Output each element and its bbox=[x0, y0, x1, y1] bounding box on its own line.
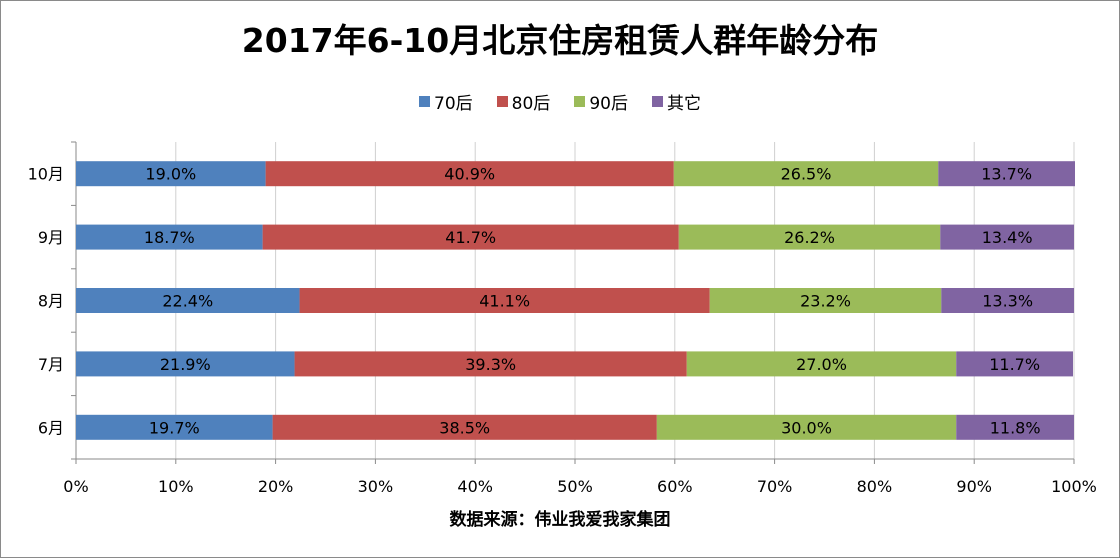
data-label: 13.7% bbox=[981, 165, 1032, 184]
x-tick-label: 30% bbox=[358, 477, 394, 496]
bar-segment bbox=[956, 351, 1074, 377]
chart-title: 2017年6-10月北京住房租赁人群年龄分布 bbox=[241, 21, 879, 60]
data-label: 26.2% bbox=[784, 228, 835, 247]
data-label: 11.7% bbox=[989, 355, 1040, 374]
y-category-label: 8月 bbox=[38, 292, 64, 311]
data-label: 23.2% bbox=[800, 292, 851, 311]
legend-swatch bbox=[496, 96, 508, 107]
legend-item: 70后 bbox=[419, 89, 473, 114]
bar-segment bbox=[299, 288, 710, 313]
bar-segment bbox=[956, 414, 1074, 440]
data-label: 11.8% bbox=[990, 418, 1041, 437]
bar-segment bbox=[76, 414, 273, 440]
bar-segment bbox=[656, 414, 957, 440]
y-category-label: 9月 bbox=[38, 228, 64, 247]
x-tick-label: 100% bbox=[1051, 477, 1097, 496]
legend-item: 80后 bbox=[496, 89, 551, 114]
legend-swatch bbox=[574, 96, 586, 107]
data-label: 41.1% bbox=[479, 292, 530, 311]
legend-label: 其它 bbox=[666, 94, 701, 114]
bar-segment bbox=[686, 351, 957, 377]
data-label: 41.7% bbox=[445, 228, 496, 247]
data-label: 18.7% bbox=[144, 228, 195, 247]
x-tick-label: 10% bbox=[158, 477, 194, 496]
bar-segment bbox=[265, 161, 674, 187]
legend-swatch bbox=[419, 96, 431, 107]
y-category-label: 10月 bbox=[28, 165, 64, 184]
bar-segment bbox=[709, 288, 942, 313]
data-label: 40.9% bbox=[444, 165, 495, 184]
bar-segment bbox=[938, 161, 1075, 187]
chart-legend: 70后 80后 90后 其它 bbox=[1, 89, 1119, 114]
data-label: 13.3% bbox=[982, 292, 1033, 311]
data-label: 30.0% bbox=[781, 418, 832, 437]
x-tick-label: 70% bbox=[757, 477, 793, 496]
data-label: 38.5% bbox=[439, 418, 490, 437]
bar-segment bbox=[941, 288, 1074, 313]
legend-label: 70后 bbox=[434, 94, 473, 114]
data-label: 19.0% bbox=[145, 165, 196, 184]
bar-segment bbox=[673, 161, 939, 187]
legend-label: 80后 bbox=[511, 94, 551, 114]
data-label: 39.3% bbox=[465, 355, 516, 374]
bar-segment bbox=[262, 224, 679, 250]
bar-segment bbox=[76, 161, 266, 187]
data-label: 27.0% bbox=[796, 355, 847, 374]
data-label: 19.7% bbox=[149, 418, 200, 437]
data-label: 21.9% bbox=[160, 355, 211, 374]
bar-segment bbox=[940, 224, 1074, 250]
data-label: 22.4% bbox=[162, 292, 213, 311]
x-tick-label: 50% bbox=[557, 477, 593, 496]
x-tick-label: 40% bbox=[457, 477, 493, 496]
x-tick-label: 80% bbox=[857, 477, 893, 496]
source-note: 数据来源：伟业我爱我家集团 bbox=[449, 510, 671, 530]
data-label: 13.4% bbox=[982, 228, 1033, 247]
x-tick-label: 60% bbox=[657, 477, 693, 496]
bar-segment bbox=[294, 351, 687, 377]
bar-segment bbox=[76, 288, 300, 313]
y-category-label: 7月 bbox=[38, 355, 64, 374]
legend-swatch bbox=[651, 96, 663, 107]
x-tick-label: 0% bbox=[63, 477, 88, 496]
bar-segment bbox=[76, 224, 263, 250]
legend-label: 90后 bbox=[589, 94, 628, 114]
y-category-label: 6月 bbox=[38, 418, 64, 437]
bar-segment bbox=[272, 414, 657, 440]
bar-segment bbox=[76, 351, 295, 377]
legend-item: 90后 bbox=[574, 89, 628, 114]
data-label: 26.5% bbox=[781, 165, 832, 184]
legend-item: 其它 bbox=[651, 89, 701, 114]
x-tick-label: 90% bbox=[956, 477, 992, 496]
bar-segment bbox=[678, 224, 941, 250]
x-tick-label: 20% bbox=[258, 477, 294, 496]
